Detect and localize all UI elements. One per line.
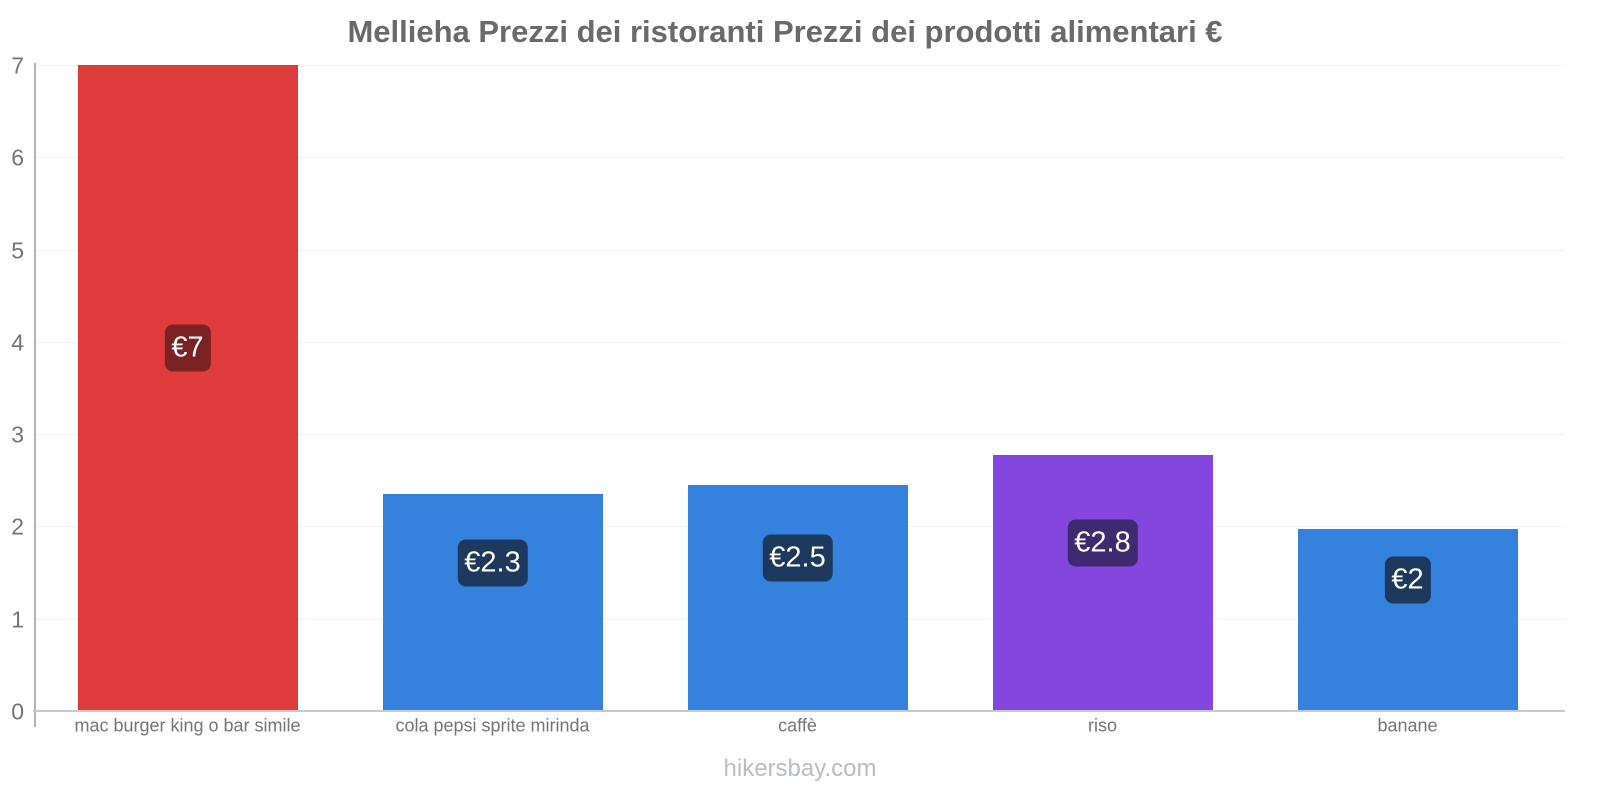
- gridline-3: [36, 434, 1565, 436]
- y-tick-label-0: 0: [11, 698, 24, 725]
- bar-2: [382, 494, 603, 710]
- gridline-6: [36, 157, 1565, 159]
- y-tick-label-1: 1: [11, 606, 24, 633]
- gridline-5: [36, 249, 1565, 251]
- category-label-1: mac burger king o bar simile: [74, 715, 301, 736]
- bar-4: [992, 455, 1213, 710]
- value-badge-1: €7: [164, 324, 211, 372]
- y-tick-label-5: 5: [11, 237, 24, 264]
- x-axis-line: [33, 710, 1565, 712]
- y-axis-line: [34, 63, 36, 727]
- value-badge-3: €2.5: [762, 534, 833, 582]
- bar-3: [687, 484, 908, 710]
- category-label-2: cola pepsi sprite mirinda: [395, 715, 590, 736]
- chart-title: Mellieha Prezzi dei ristoranti Prezzi de…: [347, 14, 1223, 49]
- footer-watermark: hikersbay.com: [723, 755, 877, 782]
- gridline-7: [36, 65, 1565, 66]
- value-badge-4: €2.8: [1067, 519, 1138, 567]
- value-badge-2: €2.3: [457, 539, 528, 587]
- bar-1: [77, 65, 298, 710]
- y-tick-label-4: 4: [11, 329, 24, 356]
- category-label-5: banane: [1377, 715, 1438, 736]
- y-tick-label-7: 7: [11, 52, 24, 79]
- y-tick-label-2: 2: [11, 513, 24, 540]
- y-tick-label-3: 3: [11, 421, 24, 448]
- y-tick-label-6: 6: [11, 144, 24, 171]
- category-label-4: riso: [1087, 715, 1118, 736]
- category-label-3: caffè: [778, 715, 817, 736]
- value-badge-5: €2: [1384, 556, 1431, 604]
- gridline-4: [36, 341, 1565, 343]
